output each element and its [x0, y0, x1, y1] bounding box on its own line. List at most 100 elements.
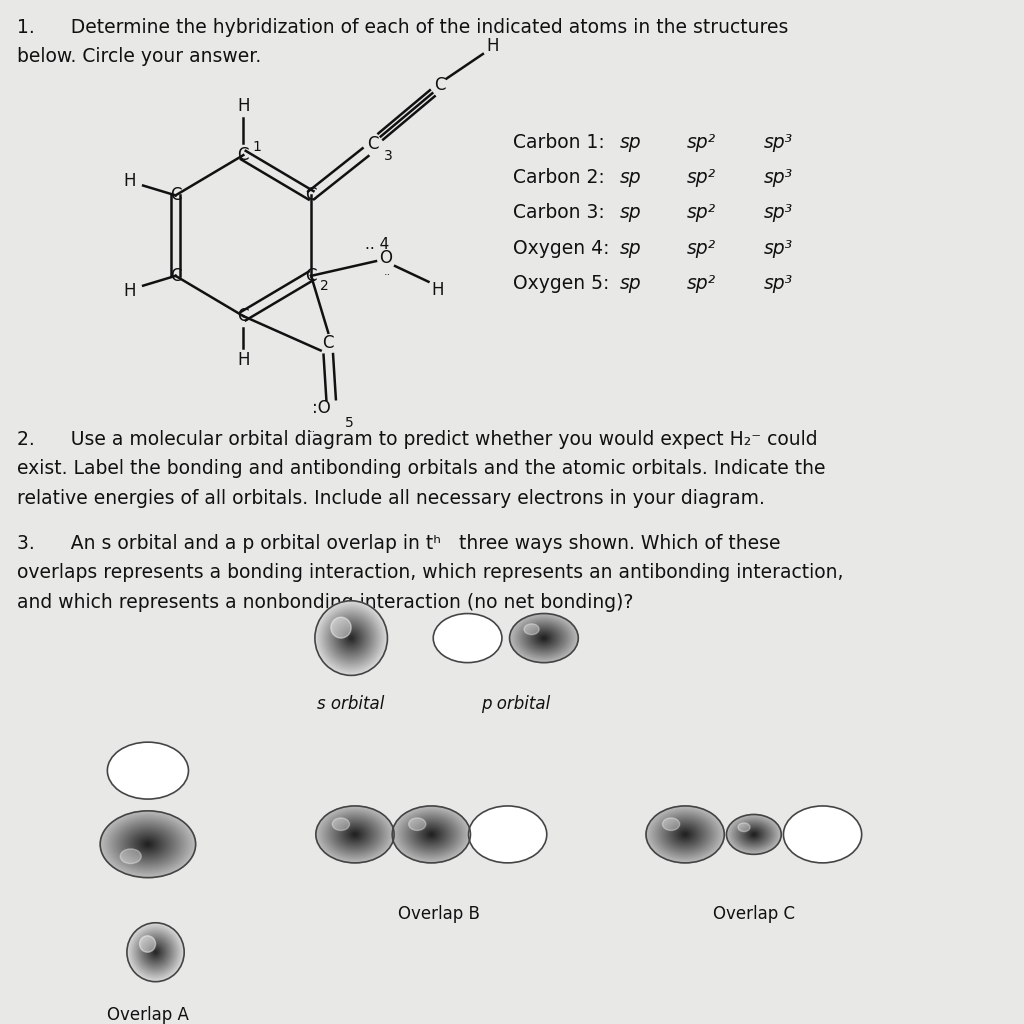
Circle shape — [130, 927, 180, 978]
Circle shape — [331, 616, 372, 659]
Text: relative energies of all orbitals. Include all necessary electrons in your diagr: relative energies of all orbitals. Inclu… — [17, 488, 765, 508]
Ellipse shape — [733, 819, 774, 849]
Ellipse shape — [403, 814, 460, 855]
Ellipse shape — [651, 810, 719, 859]
Ellipse shape — [676, 828, 694, 841]
Text: C: C — [368, 135, 379, 154]
Ellipse shape — [393, 807, 469, 862]
Circle shape — [146, 943, 165, 962]
Ellipse shape — [684, 834, 686, 836]
Ellipse shape — [663, 818, 680, 830]
Ellipse shape — [129, 830, 167, 857]
Circle shape — [339, 626, 362, 650]
Ellipse shape — [318, 808, 392, 861]
Ellipse shape — [343, 825, 368, 844]
Circle shape — [333, 620, 370, 656]
Text: sp³: sp³ — [764, 239, 793, 258]
Ellipse shape — [121, 825, 175, 863]
Ellipse shape — [139, 839, 156, 850]
Ellipse shape — [675, 827, 695, 842]
Circle shape — [338, 624, 365, 652]
Ellipse shape — [417, 824, 445, 845]
Circle shape — [141, 938, 170, 967]
Ellipse shape — [339, 823, 371, 846]
Ellipse shape — [326, 813, 384, 856]
Ellipse shape — [134, 835, 162, 854]
Text: sp: sp — [621, 273, 642, 293]
Circle shape — [148, 945, 163, 959]
Ellipse shape — [412, 820, 452, 849]
Ellipse shape — [524, 624, 563, 652]
Circle shape — [317, 603, 385, 673]
Ellipse shape — [740, 824, 767, 844]
Text: Carbon 2:: Carbon 2: — [513, 168, 605, 186]
Ellipse shape — [415, 822, 449, 847]
Ellipse shape — [111, 818, 184, 870]
Text: ..: .. — [384, 267, 391, 276]
Text: O: O — [379, 249, 392, 267]
Ellipse shape — [729, 817, 778, 852]
Ellipse shape — [406, 816, 457, 853]
Ellipse shape — [739, 824, 768, 845]
Ellipse shape — [114, 820, 182, 868]
Circle shape — [334, 621, 369, 655]
Circle shape — [150, 945, 162, 958]
Ellipse shape — [522, 623, 565, 653]
Ellipse shape — [520, 622, 567, 655]
Ellipse shape — [683, 833, 687, 836]
Ellipse shape — [427, 831, 436, 838]
Text: .. 4: .. 4 — [365, 237, 389, 252]
Ellipse shape — [347, 828, 362, 840]
Ellipse shape — [663, 818, 708, 851]
Text: s orbital: s orbital — [317, 695, 385, 713]
Ellipse shape — [734, 820, 773, 849]
Circle shape — [322, 607, 381, 669]
Text: Oxygen 4:: Oxygen 4: — [513, 239, 610, 258]
Circle shape — [343, 630, 359, 646]
Ellipse shape — [748, 829, 760, 839]
Ellipse shape — [753, 834, 756, 836]
Ellipse shape — [540, 635, 548, 641]
Circle shape — [335, 622, 368, 655]
Ellipse shape — [535, 631, 554, 645]
Ellipse shape — [736, 821, 772, 848]
Ellipse shape — [402, 813, 461, 856]
Ellipse shape — [317, 807, 393, 862]
Text: C: C — [434, 77, 445, 94]
Ellipse shape — [396, 809, 466, 859]
Ellipse shape — [429, 833, 433, 836]
Ellipse shape — [420, 826, 442, 843]
Text: Carbon 1:: Carbon 1: — [513, 132, 605, 152]
Ellipse shape — [527, 626, 560, 650]
Ellipse shape — [526, 626, 561, 650]
Ellipse shape — [414, 821, 450, 848]
Circle shape — [152, 948, 160, 956]
Circle shape — [345, 632, 357, 645]
Ellipse shape — [652, 811, 718, 858]
Text: 1: 1 — [252, 140, 261, 155]
Ellipse shape — [727, 815, 780, 854]
Ellipse shape — [742, 826, 766, 843]
Text: p orbital: p orbital — [480, 695, 550, 713]
Ellipse shape — [401, 812, 462, 856]
Ellipse shape — [392, 806, 470, 863]
Ellipse shape — [682, 831, 688, 837]
Ellipse shape — [515, 617, 572, 658]
Ellipse shape — [325, 812, 385, 856]
Ellipse shape — [143, 842, 152, 847]
Text: C: C — [323, 334, 334, 351]
Circle shape — [339, 625, 364, 651]
Circle shape — [326, 612, 377, 665]
Text: Overlap A: Overlap A — [106, 1007, 188, 1024]
Ellipse shape — [409, 818, 454, 851]
Text: Oxygen 5:: Oxygen 5: — [513, 273, 609, 293]
Ellipse shape — [110, 817, 186, 871]
Ellipse shape — [101, 812, 195, 877]
Text: sp²: sp² — [687, 239, 716, 258]
Circle shape — [133, 930, 178, 975]
Circle shape — [152, 948, 159, 955]
Text: and which represents a nonbonding interaction (no net bonding)?: and which represents a nonbonding intera… — [17, 593, 634, 612]
Ellipse shape — [408, 817, 455, 852]
Ellipse shape — [122, 826, 174, 862]
Circle shape — [327, 613, 376, 664]
